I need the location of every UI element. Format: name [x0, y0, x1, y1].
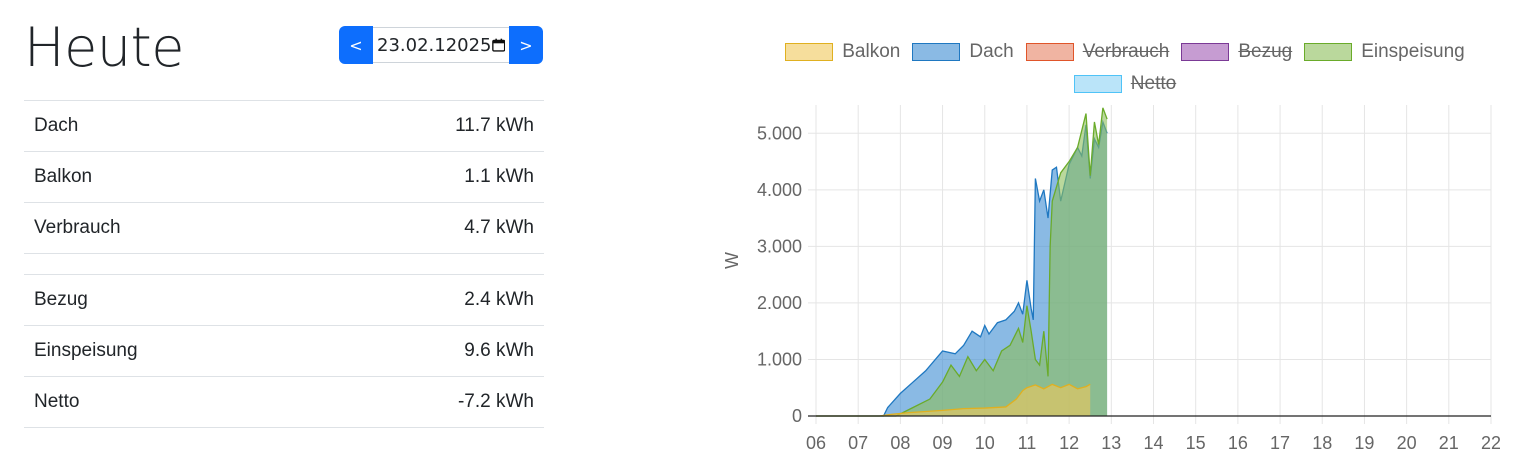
prev-day-button[interactable]: < — [339, 26, 373, 64]
row-label: Dach — [24, 100, 313, 152]
x-tick-label: 11 — [1018, 433, 1037, 453]
row-value: 2.4 kWh — [312, 274, 544, 326]
x-tick-label: 08 — [890, 433, 910, 453]
legend-label: Balkon — [842, 41, 901, 62]
date-navigator: < 23.02.12025 > — [339, 26, 543, 64]
x-tick-label: 19 — [1354, 433, 1374, 453]
x-tick-label: 13 — [1101, 433, 1121, 453]
y-tick-label: 1.000 — [757, 349, 802, 369]
next-day-button[interactable]: > — [509, 26, 543, 64]
table-row: Bezug 2.4 kWh — [24, 274, 544, 326]
line-balkon — [816, 383, 1091, 417]
x-tick-label: 20 — [1397, 433, 1417, 453]
row-value: 4.7 kWh — [312, 202, 544, 254]
row-label: Netto — [24, 376, 313, 428]
row-label: Einspeisung — [24, 325, 313, 377]
y-tick-label: 0 — [792, 406, 802, 426]
legend-item-einspeisung[interactable]: Einspeisung — [1304, 41, 1465, 63]
table-row: Netto -7.2 kWh — [24, 376, 544, 428]
y-tick-label: 3.000 — [757, 236, 802, 256]
legend-item-netto[interactable]: Netto — [1073, 73, 1177, 95]
y-tick-label: 5.000 — [757, 123, 802, 143]
calendar-icon[interactable] — [491, 37, 505, 53]
legend-swatch — [1073, 75, 1122, 93]
row-value: 11.7 kWh — [312, 100, 544, 152]
page-title: Heute — [24, 16, 184, 79]
legend-item-balkon[interactable]: Balkon — [785, 41, 900, 63]
table-row: Verbrauch 4.7 kWh — [24, 202, 544, 254]
x-tick-label: 18 — [1312, 433, 1332, 453]
legend-label: Netto — [1130, 73, 1177, 94]
y-tick-label: 4.000 — [757, 180, 802, 200]
legend-swatch — [1181, 43, 1230, 61]
x-tick-label: 09 — [933, 433, 953, 453]
legend-row: Netto — [740, 68, 1510, 100]
y-tick-label: 2.000 — [757, 293, 802, 313]
energy-summary-table: Dach 11.7 kWh Balkon 1.1 kWh Verbrauch 4… — [24, 100, 544, 428]
legend-item-verbrauch[interactable]: Verbrauch — [1025, 41, 1170, 63]
row-value: 1.1 kWh — [312, 151, 544, 203]
x-tick-label: 10 — [975, 433, 995, 453]
legend-row: Balkon Dach Verbrauch Bezug Einspeisung — [740, 36, 1510, 68]
x-tick-label: 21 — [1439, 433, 1459, 453]
date-input[interactable]: 23.02.12025 — [373, 27, 509, 63]
legend-item-bezug[interactable]: Bezug — [1181, 41, 1292, 63]
table-row: Einspeisung 9.6 kWh — [24, 325, 544, 377]
table-spacer — [24, 253, 544, 275]
line-einspeisung — [816, 107, 1108, 417]
area-dach — [816, 121, 1108, 417]
legend-item-dach[interactable]: Dach — [912, 41, 1014, 63]
legend-label: Dach — [969, 41, 1014, 62]
row-label: Bezug — [24, 274, 313, 326]
row-label: Verbrauch — [24, 202, 313, 254]
x-tick-label: 12 — [1059, 433, 1079, 453]
x-tick-label: 22 — [1481, 433, 1500, 453]
legend-label: Bezug — [1238, 41, 1293, 62]
row-value: -7.2 kWh — [312, 376, 544, 428]
row-label: Balkon — [24, 151, 313, 203]
legend-swatch — [1304, 43, 1353, 61]
legend-label: Einspeisung — [1361, 41, 1465, 62]
date-value: 23.02.12025 — [377, 34, 492, 56]
x-tick-label: 14 — [1143, 433, 1163, 453]
row-value: 9.6 kWh — [312, 325, 544, 377]
legend-label: Verbrauch — [1082, 41, 1170, 62]
legend-swatch — [912, 43, 961, 61]
legend-swatch — [1025, 43, 1074, 61]
table-row: Dach 11.7 kWh — [24, 100, 544, 152]
x-tick-label: 07 — [848, 433, 868, 453]
x-tick-label: 06 — [806, 433, 826, 453]
table-row: Balkon 1.1 kWh — [24, 151, 544, 203]
legend-swatch — [785, 43, 834, 61]
chart-legend: Balkon Dach Verbrauch Bezug Einspeisung Nett… — [740, 36, 1510, 100]
x-tick-label: 17 — [1270, 433, 1290, 453]
x-tick-label: 16 — [1228, 433, 1248, 453]
power-chart: 06 07 08 09 10 11 12 13 14 15 16 17 18 19 20 21 22 0 1.000… — [722, 105, 1500, 453]
x-tick-label: 15 — [1186, 433, 1206, 453]
area-einspeisung — [816, 107, 1108, 416]
y-axis-label: W — [722, 252, 742, 269]
